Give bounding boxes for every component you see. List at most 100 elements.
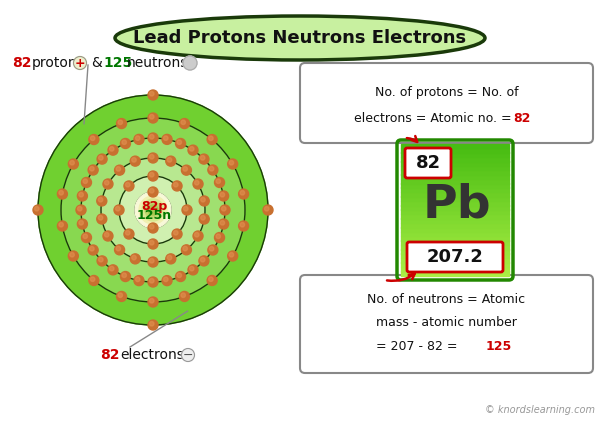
Bar	[401, 249, 509, 254]
Bar	[401, 152, 509, 157]
Circle shape	[149, 321, 154, 326]
Circle shape	[148, 257, 158, 267]
Circle shape	[177, 273, 182, 277]
Circle shape	[183, 167, 187, 171]
Circle shape	[148, 171, 158, 181]
Circle shape	[116, 291, 127, 302]
Circle shape	[220, 220, 224, 225]
Circle shape	[121, 138, 130, 148]
Bar	[401, 157, 509, 162]
Text: No. of neutrons = Atomic: No. of neutrons = Atomic	[367, 293, 526, 306]
Circle shape	[183, 246, 187, 251]
Circle shape	[149, 299, 154, 303]
FancyBboxPatch shape	[300, 63, 593, 143]
Circle shape	[77, 191, 88, 201]
Circle shape	[124, 181, 134, 191]
Circle shape	[134, 276, 144, 286]
Circle shape	[148, 277, 158, 287]
Bar	[401, 231, 509, 236]
Circle shape	[172, 229, 182, 239]
Circle shape	[149, 91, 154, 96]
Bar	[401, 244, 509, 250]
Circle shape	[149, 225, 154, 229]
Text: 207.2: 207.2	[427, 248, 484, 266]
Circle shape	[215, 177, 224, 187]
Circle shape	[77, 219, 88, 229]
Circle shape	[82, 233, 91, 242]
Circle shape	[125, 182, 130, 187]
Circle shape	[227, 251, 238, 261]
Circle shape	[181, 245, 191, 255]
Bar	[401, 161, 509, 166]
Circle shape	[108, 145, 118, 155]
Circle shape	[118, 293, 122, 297]
Circle shape	[167, 255, 172, 260]
Circle shape	[91, 277, 95, 281]
Circle shape	[263, 205, 273, 215]
Circle shape	[136, 136, 140, 140]
Circle shape	[125, 231, 130, 235]
Text: 125n: 125n	[136, 209, 172, 222]
Circle shape	[97, 214, 107, 224]
Circle shape	[82, 177, 91, 187]
Ellipse shape	[145, 202, 161, 218]
Text: = 207 - 82 =: = 207 - 82 =	[376, 341, 461, 353]
Circle shape	[121, 272, 130, 282]
Bar	[401, 148, 509, 153]
Circle shape	[70, 253, 74, 257]
Bar	[401, 222, 509, 228]
Circle shape	[116, 167, 121, 171]
Circle shape	[240, 190, 245, 195]
FancyBboxPatch shape	[405, 148, 451, 178]
Circle shape	[88, 245, 98, 255]
Circle shape	[97, 154, 107, 164]
Circle shape	[216, 179, 221, 184]
Circle shape	[162, 135, 172, 144]
Circle shape	[176, 138, 185, 148]
Bar	[401, 183, 509, 188]
Circle shape	[149, 173, 154, 177]
Bar	[401, 253, 509, 258]
Circle shape	[184, 206, 188, 211]
Circle shape	[108, 265, 118, 275]
Circle shape	[76, 205, 86, 215]
Circle shape	[215, 233, 224, 242]
Circle shape	[132, 158, 136, 162]
Circle shape	[114, 205, 124, 215]
Circle shape	[74, 57, 86, 69]
Circle shape	[97, 256, 107, 266]
Circle shape	[97, 196, 107, 206]
Circle shape	[83, 179, 88, 184]
Circle shape	[148, 223, 158, 233]
Bar	[401, 258, 509, 263]
Bar	[401, 266, 509, 272]
Circle shape	[199, 196, 209, 206]
Circle shape	[130, 156, 140, 166]
Ellipse shape	[38, 95, 268, 325]
Circle shape	[173, 182, 178, 187]
Circle shape	[194, 181, 199, 185]
Circle shape	[68, 159, 79, 169]
Circle shape	[201, 216, 205, 220]
Circle shape	[70, 160, 74, 165]
Circle shape	[172, 181, 182, 191]
Circle shape	[98, 156, 103, 160]
Circle shape	[188, 265, 198, 275]
Circle shape	[122, 140, 127, 145]
Bar	[401, 214, 509, 219]
Circle shape	[68, 251, 79, 261]
Circle shape	[115, 245, 125, 255]
Circle shape	[229, 160, 233, 165]
Text: 82: 82	[100, 348, 119, 362]
Circle shape	[162, 276, 172, 286]
Circle shape	[122, 273, 127, 277]
Bar	[401, 227, 509, 232]
Ellipse shape	[101, 158, 205, 262]
Circle shape	[239, 189, 248, 199]
Text: 82: 82	[415, 154, 440, 172]
Text: 125: 125	[485, 341, 512, 353]
Ellipse shape	[139, 196, 167, 224]
Circle shape	[164, 136, 168, 140]
Circle shape	[89, 275, 99, 286]
Text: 125: 125	[103, 56, 132, 70]
